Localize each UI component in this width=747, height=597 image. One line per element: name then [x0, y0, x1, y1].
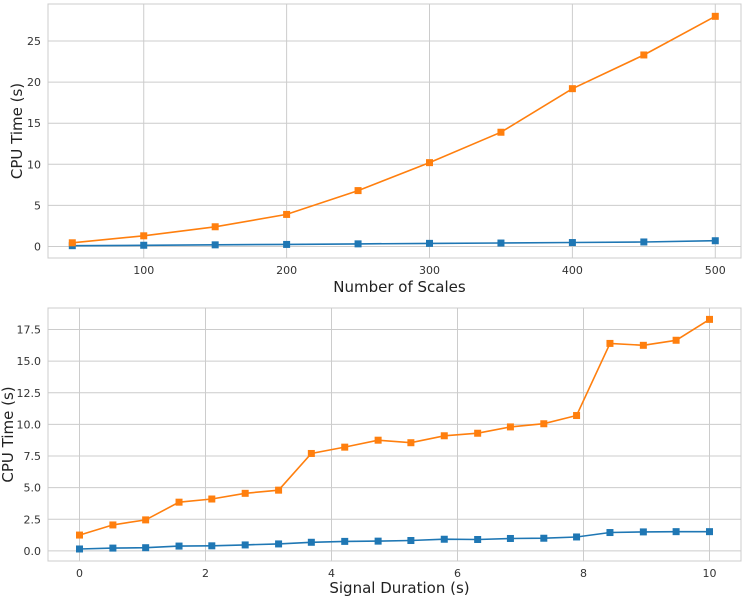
series-1-point [211, 223, 219, 231]
series-0-point [568, 239, 576, 247]
series-1-point [540, 420, 548, 428]
plot-frame [47, 307, 742, 562]
x-tick-label: 100 [133, 264, 154, 277]
x-tick-label: 6 [454, 567, 461, 580]
series-0-point [374, 537, 382, 545]
series-0-point [109, 544, 117, 552]
x-axis-label: Signal Duration (s) [329, 579, 469, 597]
y-tick-label: 10 [27, 158, 41, 171]
bottom-chart: 0 2 4 6 8 10 0.0 2.5 5.0 7.5 10.0 12.5 15.0 17.5 Signa… [0, 307, 742, 597]
y-tick-label: 5 [34, 199, 41, 212]
series-0-point [426, 239, 434, 247]
series-1-point [354, 187, 362, 195]
y-tick-label: 15 [27, 117, 41, 130]
y-tick-label: 25 [27, 35, 41, 48]
series-1-line [72, 15, 716, 244]
series-0-point [711, 237, 719, 245]
series-1-point [440, 432, 448, 440]
x-tick-label: 8 [580, 567, 587, 580]
series-1-point [76, 531, 83, 539]
series-0-point [506, 534, 514, 542]
series-1-point [208, 495, 216, 503]
series-0-point [307, 538, 315, 546]
x-tick-label: 400 [562, 264, 583, 277]
series-1-point [140, 232, 148, 240]
series-0-line [72, 239, 716, 247]
series-1-point [275, 486, 283, 494]
y-tick-label: 5.0 [24, 482, 42, 495]
series-1-point [568, 85, 576, 93]
y-axis-label: CPU Time (s) [8, 83, 26, 179]
series-1-point [706, 315, 713, 323]
y-tick-label: 7.5 [24, 450, 42, 463]
series-1-point [109, 521, 117, 529]
series-0-point [573, 533, 581, 541]
x-tick-label: 300 [419, 264, 440, 277]
series-1-point [506, 423, 514, 431]
series-0-point [672, 528, 680, 536]
y-tick-label: 17.5 [17, 324, 42, 337]
series-1-point [640, 51, 648, 59]
series-1-point [175, 498, 183, 506]
x-tick-label: 10 [703, 567, 717, 580]
series-1-point [474, 429, 482, 437]
y-tick-label: 15.0 [17, 355, 42, 368]
y-tick-label: 2.5 [24, 513, 42, 526]
series-0-point [639, 528, 647, 536]
series-1-point [142, 516, 150, 524]
x-tick-label: 200 [276, 264, 297, 277]
series-0-point [640, 238, 648, 246]
series-0-point [142, 544, 150, 552]
series-1-point [711, 12, 719, 20]
x-tick-label: 500 [705, 264, 726, 277]
series-0-point [341, 537, 349, 545]
series-1-point [497, 128, 505, 136]
series-0-point [354, 240, 362, 248]
series-0-point [208, 542, 216, 550]
series-1-point [606, 339, 614, 347]
series-1-point [68, 239, 76, 247]
series-0-point [76, 545, 83, 553]
series-0-line [79, 530, 710, 550]
series-1-point [407, 439, 415, 447]
series-1-point [639, 341, 647, 349]
y-tick-label: 10.0 [17, 418, 42, 431]
series-0-point [175, 542, 183, 550]
x-axis-label: Number of Scales [333, 278, 466, 296]
x-tick-label: 2 [202, 567, 209, 580]
series-1-point [341, 443, 349, 451]
series-0-point [606, 529, 614, 537]
series-1-point [573, 412, 581, 420]
plot-frame [47, 3, 742, 259]
y-axis-label: CPU Time (s) [0, 386, 17, 482]
series-1-line [79, 318, 710, 536]
series-1-point [283, 210, 291, 218]
x-tick-label: 0 [76, 567, 83, 580]
series-0-point [241, 541, 249, 549]
y-tick-label: 12.5 [17, 387, 42, 400]
x-tick-label: 4 [328, 567, 335, 580]
y-tick-label: 20 [27, 76, 41, 89]
series-0-point [440, 535, 448, 543]
series-1-point [374, 436, 382, 444]
series-0-point [474, 535, 482, 543]
top-chart: 100 200 300 400 500 0 5 10 15 20 25 Number of Scale… [8, 3, 742, 296]
series-1-point [426, 159, 434, 167]
series-0-point [407, 537, 415, 545]
series-1-point [241, 489, 249, 497]
series-0-point [275, 540, 283, 548]
series-0-point [140, 241, 148, 249]
series-0-point [706, 528, 713, 536]
series-0-point [283, 240, 291, 248]
series-0-point [540, 534, 548, 542]
series-1-point [672, 336, 680, 344]
series-1-point [307, 449, 315, 457]
series-0-point [211, 241, 219, 249]
y-tick-label: 0 [34, 240, 41, 253]
y-tick-label: 0.0 [24, 545, 42, 558]
series-0-point [497, 239, 505, 247]
